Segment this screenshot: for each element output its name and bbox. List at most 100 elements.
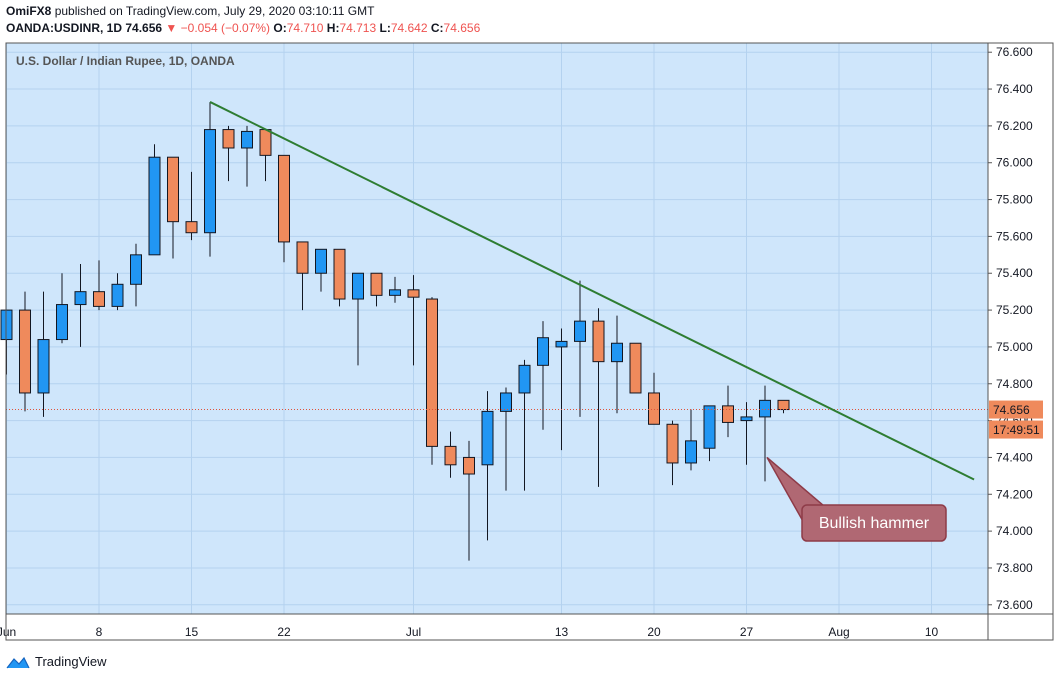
candle[interactable] <box>222 125 235 182</box>
close-value: 74.656 <box>443 21 481 35</box>
candle[interactable] <box>444 431 457 478</box>
candle-body <box>56 304 68 341</box>
y-tick-label: 75.200 <box>996 303 1033 317</box>
candle[interactable] <box>740 402 753 465</box>
candle[interactable] <box>648 372 660 425</box>
candle[interactable] <box>426 297 438 465</box>
candle-body <box>703 405 716 449</box>
candle-body <box>389 289 401 296</box>
countdown-tag-label: 17:49:51 <box>993 423 1040 437</box>
candle[interactable] <box>666 420 679 486</box>
candle-body <box>629 342 642 394</box>
chart-title: U.S. Dollar / Indian Rupee, 1D, OANDA <box>16 54 235 68</box>
candle-body <box>777 399 790 411</box>
candle-body <box>37 339 50 394</box>
brand-footer[interactable]: TradingView <box>6 654 107 669</box>
candle-body <box>111 283 124 307</box>
candle[interactable] <box>389 276 401 303</box>
candle-body <box>518 364 531 394</box>
quote-line: OANDA:USDINR, 1D 74.656 ▼ −0.054 (−0.07%… <box>6 21 480 35</box>
y-tick-label: 75.400 <box>996 266 1033 280</box>
candle-body <box>130 254 142 285</box>
publisher-name[interactable]: OmiFX8 <box>6 4 52 18</box>
publish-info: published on TradingView.com, July 29, 2… <box>54 4 375 18</box>
candle[interactable] <box>296 241 309 311</box>
tradingview-logo-icon <box>6 656 30 668</box>
y-tick-label: 76.600 <box>996 45 1033 59</box>
candle[interactable] <box>37 291 50 417</box>
price-change: −0.054 (−0.07%) <box>180 21 271 35</box>
candle-body <box>463 456 475 475</box>
callout-box <box>801 504 947 542</box>
candle[interactable] <box>185 171 198 241</box>
candle[interactable] <box>56 273 68 344</box>
open-value: 74.710 <box>286 21 324 35</box>
last-price-tag <box>989 400 1043 419</box>
candle[interactable] <box>481 391 494 541</box>
candle[interactable] <box>685 409 697 471</box>
x-tick-label: 8 <box>96 625 103 639</box>
candle[interactable] <box>555 328 568 451</box>
candle[interactable] <box>241 125 253 187</box>
candle-body <box>648 392 660 425</box>
candle-body <box>204 129 216 234</box>
candle[interactable] <box>611 315 623 414</box>
candle-body <box>370 272 383 296</box>
candle[interactable] <box>722 385 734 438</box>
down-arrow-icon: ▼ <box>165 21 178 35</box>
candle[interactable] <box>148 144 161 256</box>
candle[interactable] <box>333 248 346 307</box>
chart-frame <box>5 42 1054 641</box>
candle[interactable] <box>278 154 290 263</box>
x-tick-label: 13 <box>555 625 569 639</box>
candle[interactable] <box>93 260 105 311</box>
candle[interactable] <box>518 359 531 491</box>
candle[interactable] <box>759 385 771 482</box>
x-tick-label: Jun <box>0 625 16 639</box>
candle-body <box>444 445 457 466</box>
callout-joint <box>803 505 825 524</box>
y-tick-label: 74.800 <box>996 377 1033 391</box>
candle[interactable] <box>703 405 716 462</box>
last-price-tag-label: 74.656 <box>993 403 1030 417</box>
candle-body <box>555 340 568 348</box>
candle[interactable] <box>352 272 364 366</box>
candle[interactable] <box>537 321 549 430</box>
trendline[interactable] <box>209 101 975 481</box>
candle-body <box>611 342 623 363</box>
candle[interactable] <box>629 342 642 394</box>
candle-body <box>241 130 253 149</box>
y-tick-label: 73.600 <box>996 598 1033 612</box>
candle[interactable] <box>407 275 420 366</box>
candle[interactable] <box>111 273 124 311</box>
candle-body <box>74 291 87 306</box>
x-tick-label: Jul <box>406 625 421 639</box>
candle[interactable] <box>315 248 327 292</box>
candle[interactable] <box>19 291 31 412</box>
candle[interactable] <box>500 387 512 491</box>
candle[interactable] <box>74 264 87 347</box>
candle-body <box>592 320 605 363</box>
candle-body <box>574 320 586 342</box>
candle[interactable] <box>204 101 216 257</box>
candle[interactable] <box>574 280 586 417</box>
annotation-callout[interactable]: Bullish hammer <box>766 456 947 542</box>
y-tick-label: 75.600 <box>996 229 1033 243</box>
candle[interactable] <box>592 308 605 487</box>
candle-body <box>740 416 753 422</box>
candle-body <box>148 156 161 256</box>
candle-body <box>278 154 290 243</box>
x-tick-label: 15 <box>185 625 199 639</box>
x-tick-label: 22 <box>277 625 291 639</box>
candle[interactable] <box>167 156 179 259</box>
candle[interactable] <box>463 440 475 561</box>
annotation-label: Bullish hammer <box>819 515 930 532</box>
x-tick-label: 10 <box>925 625 939 639</box>
y-tick-label: 74.200 <box>996 487 1033 501</box>
candle-body <box>481 410 494 466</box>
candle[interactable] <box>370 272 383 307</box>
candle[interactable] <box>130 243 142 307</box>
y-tick-label: 76.200 <box>996 119 1033 133</box>
y-tick-label: 74.400 <box>996 450 1033 464</box>
